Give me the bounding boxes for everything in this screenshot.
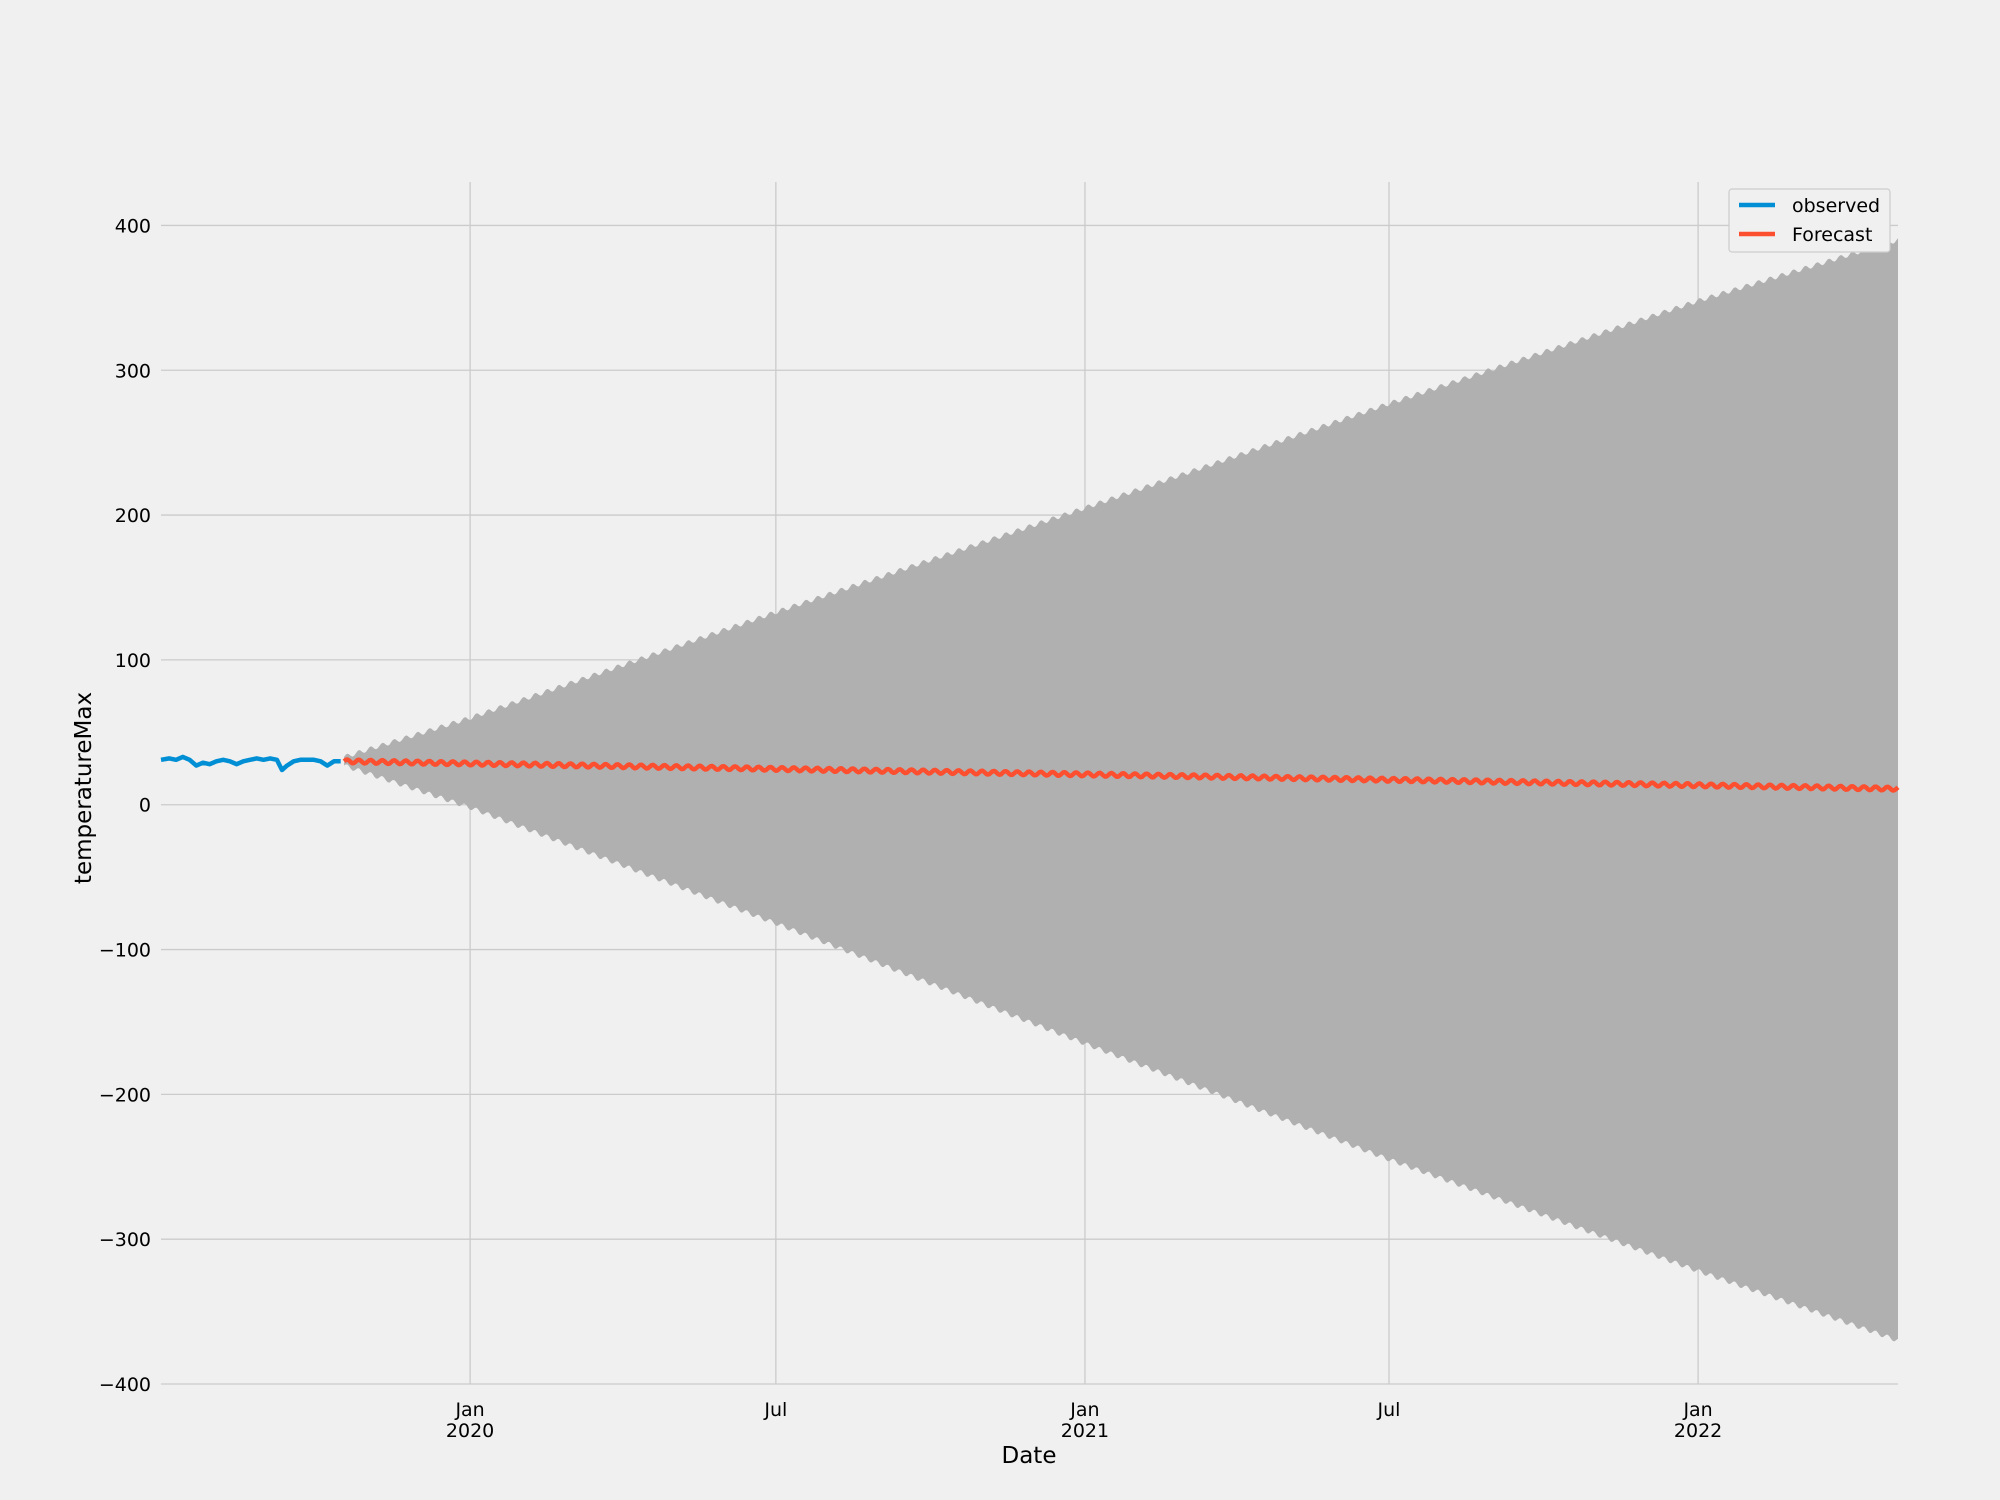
x-tick-year-label: 2020 bbox=[446, 1420, 494, 1442]
y-tick-label: −200 bbox=[99, 1084, 151, 1106]
x-tick-label: Jan bbox=[1682, 1399, 1712, 1421]
x-tick-year-label: 2021 bbox=[1061, 1420, 1109, 1442]
x-tick-label: Jul bbox=[1377, 1399, 1401, 1421]
y-tick-label: 100 bbox=[115, 650, 151, 672]
legend: observed Forecast bbox=[1728, 188, 1891, 253]
forecast-line bbox=[342, 757, 1900, 793]
legend-label-observed: observed bbox=[1792, 195, 1880, 217]
x-axis-label: Date bbox=[1002, 1443, 1057, 1469]
y-tick-label: 200 bbox=[115, 505, 151, 527]
x-tick-label: Jul bbox=[763, 1399, 787, 1421]
y-tick-label: 0 bbox=[139, 795, 151, 817]
y-tick-label: 300 bbox=[115, 360, 151, 382]
y-tick-label: −100 bbox=[99, 940, 151, 962]
observed-line bbox=[160, 754, 341, 773]
x-tick-label: Jan bbox=[454, 1399, 484, 1421]
legend-label-forecast: Forecast bbox=[1792, 224, 1872, 246]
series-layer bbox=[160, 754, 1900, 793]
y-tick-labels: 400 300 200 100 0 −100 −200 −300 −400 bbox=[99, 215, 151, 1396]
y-tick-label: −400 bbox=[99, 1374, 151, 1396]
confidence-band bbox=[344, 238, 1899, 1342]
y-tick-label: −300 bbox=[99, 1229, 151, 1251]
y-axis-label: temperatureMax bbox=[71, 692, 97, 884]
y-tick-label: 400 bbox=[115, 215, 151, 237]
x-tick-label: Jan bbox=[1069, 1399, 1099, 1421]
confidence-band-layer bbox=[344, 238, 1899, 1342]
x-tick-year-label: 2022 bbox=[1674, 1420, 1722, 1442]
